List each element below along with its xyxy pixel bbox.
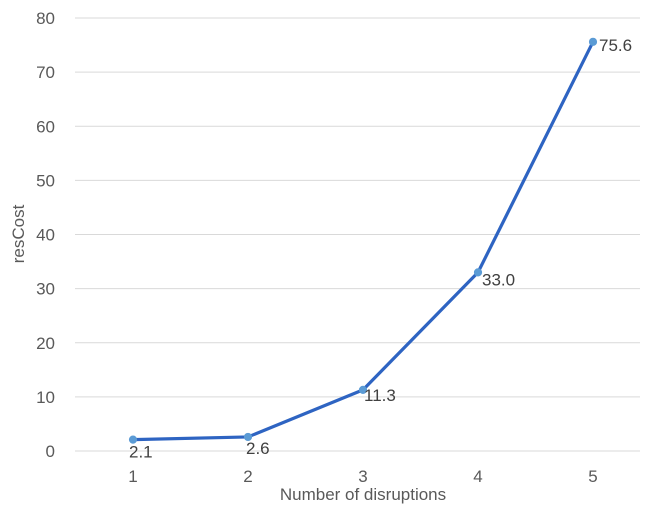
y-tick-label: 10 bbox=[36, 388, 55, 407]
data-point bbox=[128, 435, 138, 444]
y-axis-tick-labels: 0 10 20 30 40 50 60 70 80 bbox=[36, 9, 55, 461]
data-labels: 2.1 2.6 11.3 33.0 75.6 bbox=[129, 36, 632, 462]
y-tick-label: 30 bbox=[36, 280, 55, 299]
y-tick-label: 70 bbox=[36, 63, 55, 82]
data-point bbox=[473, 268, 483, 277]
data-label: 2.6 bbox=[246, 439, 270, 458]
data-label: 11.3 bbox=[364, 386, 396, 405]
series-line bbox=[131, 40, 595, 442]
y-tick-label: 40 bbox=[36, 226, 55, 245]
y-tick-label: 20 bbox=[36, 334, 55, 353]
x-tick-label: 1 bbox=[128, 467, 137, 486]
series-layer bbox=[128, 37, 598, 444]
x-tick-label: 5 bbox=[588, 467, 597, 486]
y-tick-label: 80 bbox=[36, 9, 55, 28]
x-tick-label: 2 bbox=[243, 467, 252, 486]
x-axis-title: Number of disruptions bbox=[280, 485, 446, 504]
data-point bbox=[243, 432, 253, 442]
x-axis-tick-labels: 1 2 3 4 5 bbox=[128, 467, 597, 486]
y-axis-title: resCost bbox=[9, 204, 28, 263]
gridlines bbox=[75, 17, 640, 452]
data-label: 2.1 bbox=[129, 443, 153, 462]
y-tick-label: 60 bbox=[36, 117, 55, 136]
x-tick-label: 3 bbox=[358, 467, 367, 486]
y-tick-label: 50 bbox=[36, 171, 55, 190]
data-point bbox=[588, 37, 598, 46]
data-point bbox=[358, 385, 368, 394]
data-label: 75.6 bbox=[599, 36, 632, 55]
data-label: 33.0 bbox=[482, 270, 515, 289]
x-tick-label: 4 bbox=[473, 467, 482, 486]
y-tick-label: 0 bbox=[46, 442, 55, 461]
